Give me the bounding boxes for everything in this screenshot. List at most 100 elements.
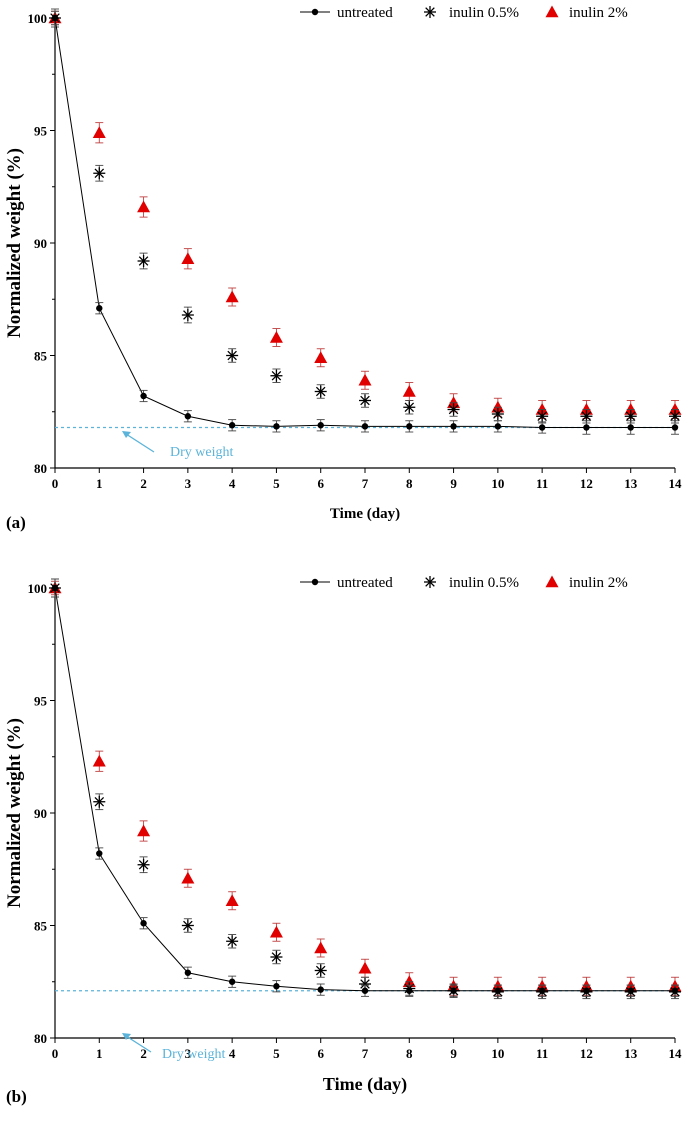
data-point-inulin-0-5 [359,394,371,407]
asterisk-stroke [271,952,282,962]
data-point-untreated [140,920,147,927]
dry-weight-label: Dry weight [162,1047,225,1062]
data-point-untreated [96,850,103,857]
panel-label: (a) [6,513,26,532]
data-point-inulin-2 [269,331,283,343]
x-axis-label: Time (day) [330,506,400,522]
x-tick-label: 7 [362,1046,369,1061]
x-tick-label: 9 [450,476,457,491]
data-point-inulin-2 [314,351,328,363]
x-tick-label: 14 [669,476,683,491]
x-tick-label: 3 [185,476,192,491]
data-point-inulin-2 [535,403,549,415]
data-point-untreated [538,987,546,994]
data-point-untreated [273,983,280,990]
data-point-inulin-0-5 [226,935,239,948]
data-point-inulin-0-5 [270,951,283,963]
data-point-inulin-2 [402,975,416,987]
data-point-inulin-2 [225,290,239,303]
y-tick-label: 85 [34,919,48,934]
dry-weight-arrow [125,1035,152,1053]
x-tick-label: 12 [580,476,593,491]
data-point-inulin-0-5 [270,369,283,382]
data-point-inulin-0-5 [424,576,436,588]
data-point-untreated [406,423,413,430]
x-tick-label: 8 [406,476,413,491]
chart-panel-b: 0 1 2 3 4 5 6 7 8 9 10 11 12 13 1480859095100Normalize… [4,575,682,1106]
x-tick-label: 9 [450,1046,457,1061]
x-tick-label: 5 [273,1046,280,1061]
data-point-inulin-0-5 [403,401,416,414]
data-point-inulin-0-5 [536,410,549,423]
legend-label-inulin-0-5: inulin 0.5% [449,575,519,591]
data-point-inulin-0-5 [137,858,150,871]
x-tick-label: 7 [362,476,369,491]
x-tick-label: 13 [624,476,638,491]
data-point-inulin-2 [545,5,559,18]
data-point-inulin-2 [137,200,151,213]
asterisk-stroke [138,256,149,266]
data-point-untreated [228,422,236,429]
data-point-untreated [273,423,280,430]
legend-label-inulin-2: inulin 2% [569,575,628,591]
series-inulin-0-5 [49,578,681,1000]
dry-weight-arrow [125,433,155,453]
x-tick-label: 0 [52,476,59,491]
data-point-inulin-2 [181,871,195,884]
asterisk-stroke [625,411,636,422]
x-tick-label: 6 [317,476,324,491]
series-line-untreated [54,587,675,992]
legend-label-inulin-2: inulin 2% [569,5,628,21]
data-point-inulin-2 [137,824,151,837]
asterisk-stroke [94,796,105,807]
asterisk-stroke [493,409,503,419]
asterisk-stroke [315,965,326,976]
data-point-inulin-2 [668,403,682,415]
series-line-untreated [54,17,675,428]
data-point-untreated [361,423,369,430]
legend-marker-untreated [311,578,319,586]
asterisk-stroke [425,577,435,587]
data-point-inulin-0-5 [137,255,150,267]
asterisk-stroke [581,411,592,422]
asterisk-stroke [404,402,415,413]
data-point-inulin-2 [225,894,239,906]
y-tick-label: 90 [34,806,47,821]
data-point-inulin-2 [181,252,195,264]
data-point-inulin-2 [447,396,461,408]
asterisk-stroke [448,404,459,415]
y-tick-label: 100 [28,11,48,26]
dry-weight-arrowhead [122,431,131,438]
x-tick-label: 2 [140,1046,147,1061]
panel-label: (b) [6,1087,27,1106]
y-tick-label: 95 [34,124,48,139]
series-inulin-0-5 [49,8,681,424]
data-point-untreated [583,987,590,994]
data-point-untreated [96,305,103,312]
series-untreated [51,578,679,997]
data-point-inulin-0-5 [226,349,239,362]
data-point-inulin-0-5 [669,410,681,423]
series-inulin-2 [48,10,682,419]
y-tick-label: 80 [34,461,47,476]
data-point-inulin-0-5 [314,385,327,398]
y-tick-label: 80 [34,1031,47,1046]
x-tick-label: 10 [491,1046,504,1061]
legend: untreated inulin 0.5% inulin 2% [300,575,628,591]
data-point-untreated [317,986,324,993]
data-point-inulin-0-5 [314,964,327,977]
data-point-inulin-0-5 [624,410,637,423]
x-tick-label: 6 [317,1046,324,1061]
x-tick-label: 4 [229,1046,236,1061]
asterisk-stroke [360,395,370,406]
x-tick-label: 1 [96,476,103,491]
asterisk-stroke [425,7,435,17]
data-point-untreated [140,392,147,400]
data-point-untreated [494,987,502,994]
data-point-inulin-2 [402,385,416,397]
x-tick-label: 1 [96,1046,103,1061]
x-tick-label: 8 [406,1046,413,1061]
data-point-untreated [538,424,546,431]
series-inulin-2 [48,580,682,996]
